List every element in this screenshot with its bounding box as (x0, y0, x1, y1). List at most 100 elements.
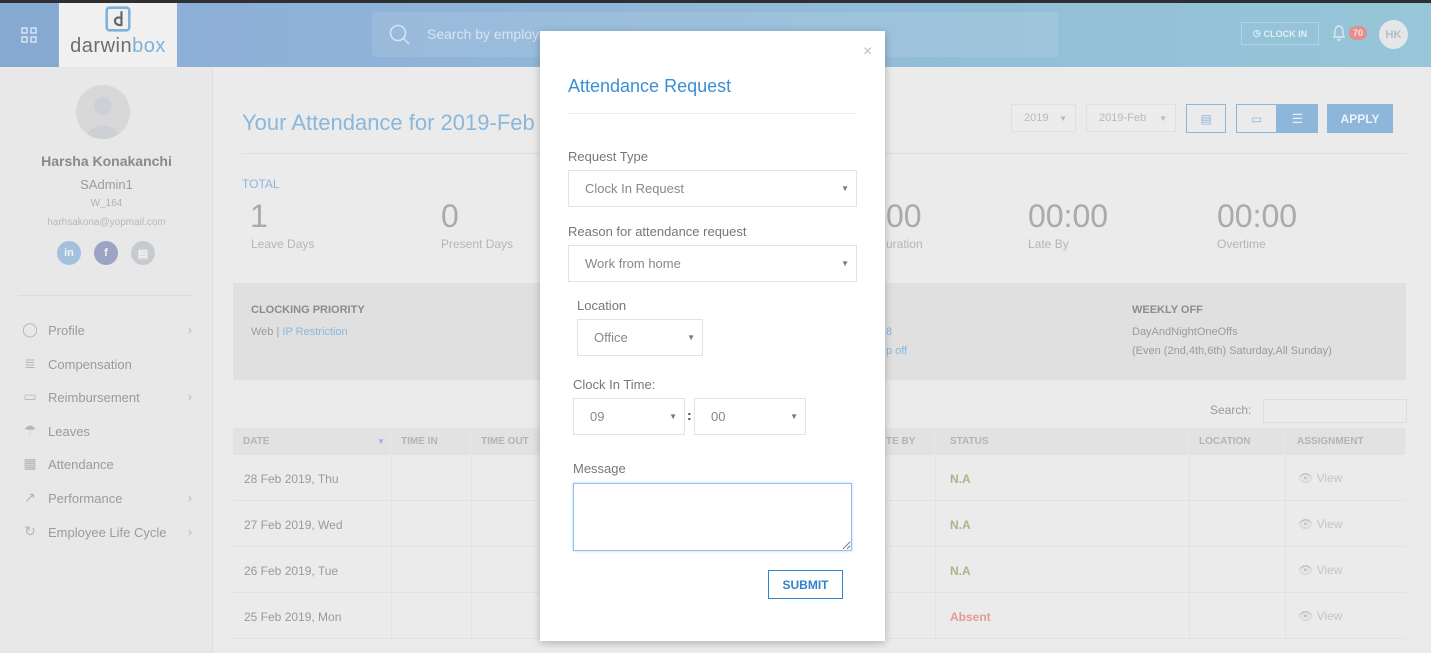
calendar-view-button[interactable]: ▭ (1236, 104, 1277, 133)
beach-umbrella-icon: ☂︎ (23, 422, 37, 438)
divider (18, 295, 193, 296)
month-select[interactable]: 2019-Feb ▼ (1086, 104, 1176, 132)
time-separator: : (687, 407, 692, 423)
policy-middle-line1: 8 (886, 326, 893, 338)
facebook-icon[interactable]: f (94, 241, 118, 265)
profile-email: harhsakona@yopmail.com (47, 217, 166, 228)
column-divider (935, 547, 936, 593)
caret-down-icon: ▼ (841, 184, 849, 193)
sidebar-item-label: Leaves (48, 423, 90, 439)
sidebar-item-reimbursement[interactable]: ▭ Reimbursement › (20, 388, 192, 406)
table-search-label: Search: (1210, 403, 1252, 417)
weekly-off-detail: (Even (2nd,4th,6th) Saturday,All Sunday) (1132, 345, 1332, 357)
column-divider (391, 501, 392, 547)
header-label: STATUS (950, 436, 989, 447)
column-header-status[interactable]: STATUS (935, 428, 1189, 455)
clock-in-time-label: Clock In Time: (573, 377, 656, 392)
column-divider (935, 501, 936, 547)
column-header-assignment[interactable]: ASSIGNMENT (1285, 428, 1406, 455)
sidebar-item-label: Employee Life Cycle (48, 524, 167, 540)
view-label: View (1316, 609, 1343, 623)
column-divider (935, 593, 936, 639)
row-status: N.A (950, 472, 971, 486)
chart-growth-icon: ↗ (24, 489, 36, 505)
profile-role: SAdmin1 (80, 177, 133, 192)
view-assignment-link[interactable]: 👁︎ View (1298, 563, 1342, 577)
late-by-value: 00:00 (1028, 198, 1109, 234)
request-type-select[interactable]: Clock In Request ▼ (568, 170, 857, 207)
hour-select[interactable]: 09 ▼ (573, 398, 685, 435)
row-date: 25 Feb 2019, Mon (244, 610, 342, 624)
duration-value: 00 (886, 198, 922, 234)
row-date: 28 Feb 2019, Thu (244, 472, 339, 486)
row-status: Absent (950, 610, 991, 624)
row-status: N.A (950, 564, 971, 578)
minute-select[interactable]: 00 ▼ (694, 398, 806, 435)
bell-icon[interactable] (1332, 24, 1346, 42)
column-divider (1189, 593, 1190, 639)
column-divider (1189, 501, 1190, 547)
total-label: TOTAL (242, 177, 280, 191)
column-header-time-out[interactable]: TIME OUT (471, 428, 551, 455)
weekly-off-title: WEEKLY OFF (1132, 304, 1203, 316)
logo-mark-icon (105, 6, 131, 32)
location-select[interactable]: Office ▼ (577, 319, 703, 356)
sidebar-item-label: Reimbursement (48, 389, 140, 405)
coins-icon: ≣ (24, 355, 36, 371)
eye-icon: 👁︎ (1298, 563, 1314, 577)
darwinbox-logo[interactable]: darwinbox (59, 3, 177, 67)
sidebar-item-compensation[interactable]: ≣ Compensation (20, 355, 192, 373)
message-label: Message (573, 461, 626, 476)
sidebar-item-employee-life-cycle[interactable]: ↻ Employee Life Cycle › (20, 523, 192, 541)
sidebar-item-leaves[interactable]: ☂︎ Leaves (20, 422, 192, 440)
column-header-date[interactable]: DATE ▼ (233, 428, 391, 455)
reason-select[interactable]: Work from home ▼ (568, 245, 857, 282)
list-view-button[interactable]: ☰ (1277, 104, 1318, 133)
export-document-button[interactable]: ▤ (1186, 104, 1226, 133)
clock-in-label: CLOCK IN (1263, 28, 1308, 39)
month-select-value: 2019-Feb (1099, 112, 1147, 124)
profile-employee-id: W_164 (90, 198, 123, 209)
hour-value: 09 (590, 409, 605, 424)
divider (568, 113, 856, 114)
column-divider (1189, 547, 1190, 593)
sidebar-item-attendance[interactable]: ▦ Attendance (20, 455, 192, 473)
sidebar: Harsha Konakanchi SAdmin1 W_164 harhsako… (0, 67, 213, 653)
notification-badge[interactable]: 70 (1349, 26, 1368, 40)
table-search-input[interactable] (1263, 399, 1407, 423)
chevron-right-icon: › (188, 323, 192, 337)
clock-icon: ◷ (1252, 28, 1261, 38)
sidebar-item-label: Performance (48, 490, 123, 506)
sort-desc-icon: ▼ (377, 437, 385, 446)
view-assignment-link[interactable]: 👁︎ View (1298, 471, 1342, 485)
chevron-right-icon: › (188, 390, 192, 404)
column-header-time-in[interactable]: TIME IN (391, 428, 471, 455)
clocking-priority-title: CLOCKING PRIORITY (251, 304, 365, 316)
apply-button[interactable]: APPLY (1327, 104, 1393, 133)
policy-middle-line2[interactable]: p off (886, 345, 908, 357)
modal-title: Attendance Request (568, 76, 732, 96)
sidebar-item-performance[interactable]: ↗ Performance › (20, 489, 192, 507)
brand-text-second: box (132, 35, 166, 57)
view-assignment-link[interactable]: 👁︎ View (1298, 609, 1342, 623)
document-icon[interactable]: ▤ (131, 241, 155, 265)
sidebar-item-profile[interactable]: ◯ Profile › (20, 321, 192, 339)
overtime-value: 00:00 (1217, 198, 1298, 234)
lifecycle-icon: ↻ (24, 523, 36, 539)
ip-restriction-link[interactable]: IP Restriction (282, 326, 348, 338)
message-textarea[interactable] (573, 483, 852, 551)
year-select[interactable]: 2019 ▼ (1011, 104, 1076, 132)
view-assignment-link[interactable]: 👁︎ View (1298, 517, 1342, 531)
apps-grid-icon[interactable] (0, 3, 58, 67)
user-avatar[interactable]: HK (1379, 20, 1408, 49)
close-icon[interactable]: × (863, 43, 873, 60)
chevron-right-icon: › (188, 491, 192, 505)
column-divider (1285, 547, 1286, 593)
minute-value: 00 (711, 409, 726, 424)
row-date: 27 Feb 2019, Wed (244, 518, 343, 532)
submit-button[interactable]: SUBMIT (768, 570, 843, 599)
linkedin-icon[interactable]: in (57, 241, 81, 265)
present-days-label: Present Days (441, 237, 514, 251)
column-header-location[interactable]: LOCATION (1189, 428, 1285, 455)
clock-in-button[interactable]: ◷ CLOCK IN (1241, 22, 1319, 45)
